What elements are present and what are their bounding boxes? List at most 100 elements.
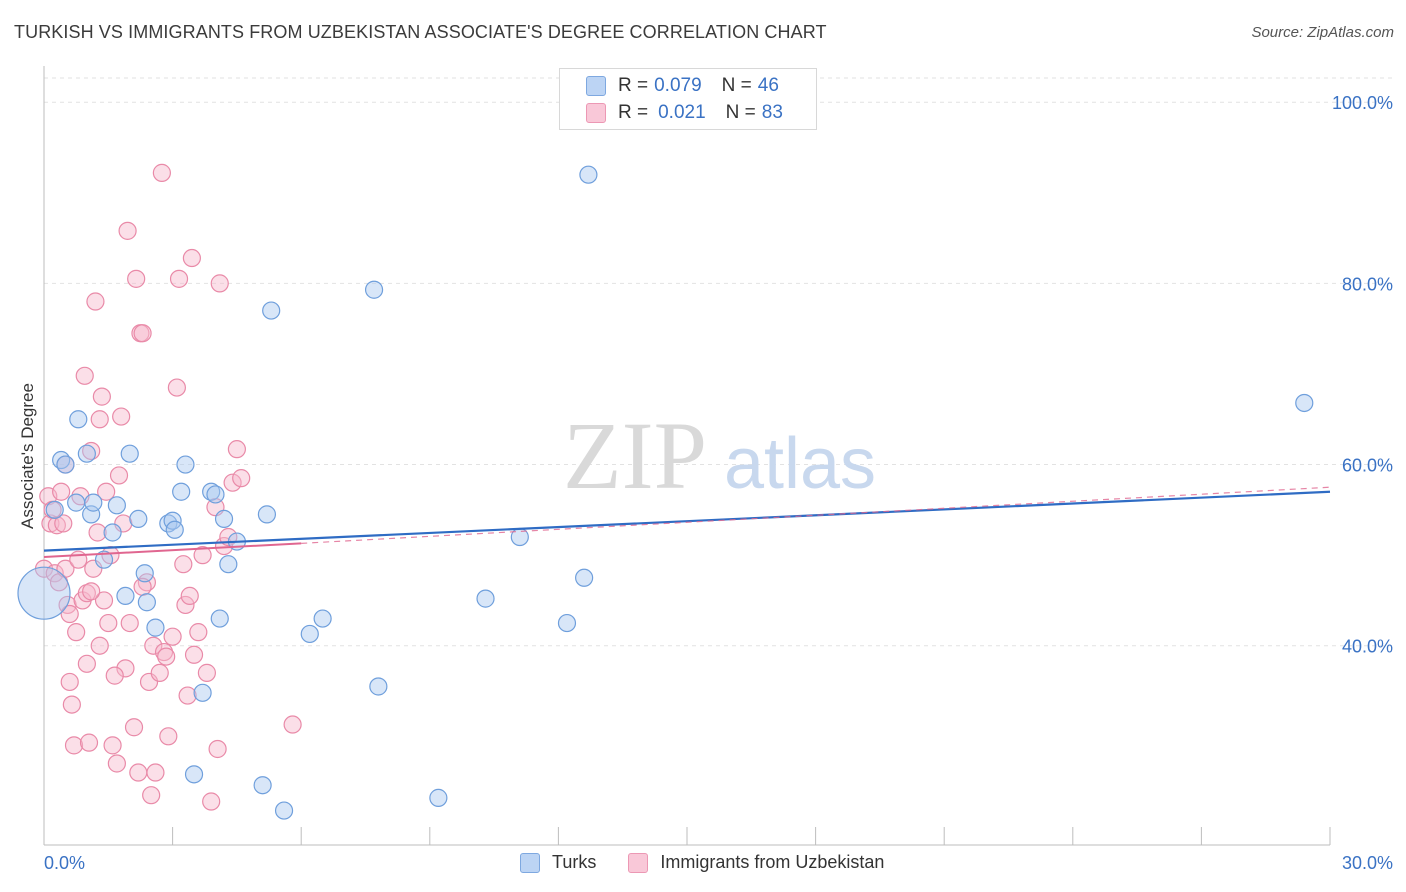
uzbekistan-point — [118, 221, 137, 240]
uzbekistan-point — [54, 514, 73, 533]
uzbekistan-point — [227, 440, 246, 459]
uzbekistan-point — [127, 269, 146, 288]
turks-point — [146, 618, 165, 637]
turks-point — [129, 509, 148, 529]
turks-point — [206, 485, 225, 504]
uzbekistan-point — [64, 736, 84, 755]
uzbekistan-point — [193, 546, 212, 565]
legend-row-turks: R = 0.079 N = 46 — [586, 73, 779, 99]
turks-point — [17, 566, 71, 620]
x-tick-label: 30.0% — [1342, 853, 1393, 873]
turks-point — [103, 523, 122, 542]
turks-point — [219, 555, 238, 574]
uzbekistan-point — [223, 473, 242, 492]
axes — [43, 66, 1331, 846]
turks-point — [120, 444, 139, 463]
uzbekistan-point — [124, 718, 144, 737]
watermark-atlas: atlas — [724, 424, 876, 504]
gridlines — [44, 77, 1394, 647]
uzbekistan-point — [47, 516, 66, 535]
turks-point — [579, 165, 598, 184]
uzbekistan-point — [86, 292, 105, 311]
uzbekistan-point — [67, 623, 86, 642]
turks-point — [274, 801, 294, 820]
y-tick-label: 100.0% — [1332, 93, 1393, 113]
turks-point — [82, 505, 101, 524]
turks-point — [165, 520, 184, 539]
uzbekistan-point — [82, 582, 101, 601]
swatch-turks — [520, 852, 540, 873]
uzbekistan-point — [52, 482, 71, 501]
correlation-legend: R = 0.079 N = 46 R = 0.021 N = 83 — [559, 68, 817, 130]
uzbekistan-point — [142, 786, 161, 805]
r-label: R = — [618, 75, 649, 96]
uzbekistan-point — [129, 763, 148, 782]
swatch-uzbekistan — [628, 852, 649, 873]
uzbekistan-point — [90, 410, 109, 429]
uzbekistan-point — [178, 686, 197, 705]
trend-line-dashed — [301, 486, 1331, 544]
turks-point — [253, 776, 272, 795]
legend-item-uzbekistan: Immigrants from Uzbekistan — [628, 852, 884, 873]
uzbekistan-point — [189, 623, 208, 642]
turks-point — [84, 493, 103, 512]
turks-point — [94, 550, 114, 569]
series-legend: Turks Immigrants from Uzbekistan — [520, 852, 916, 873]
uzbekistan-point — [133, 324, 152, 343]
uzbekistan-point — [92, 387, 111, 406]
turks-point — [184, 765, 204, 784]
turks-point — [69, 410, 88, 429]
x-tick-label: 0.0% — [44, 853, 85, 873]
r-value: 0.079 — [654, 75, 702, 96]
uzbekistan-point — [144, 636, 163, 655]
uzbekistan-point — [167, 378, 186, 397]
turks-point — [135, 564, 154, 583]
turks-point — [172, 482, 191, 501]
uzbekistan-point — [283, 715, 302, 734]
turks-point — [429, 788, 448, 807]
turks-point — [77, 444, 96, 463]
y-tick-label: 40.0% — [1342, 637, 1393, 657]
trend-line-uzbekistan — [43, 542, 302, 558]
swatch-turks — [586, 76, 606, 96]
n-label: N = — [721, 75, 752, 96]
uzbekistan-point — [107, 754, 126, 773]
turks-point — [369, 677, 388, 696]
turks-point — [575, 568, 594, 587]
uzbekistan-point — [152, 163, 171, 182]
tick-labels: 40.0% 60.0% 80.0% 100.0% 0.0% 30.0% — [44, 93, 1393, 873]
uzbekistan-point — [180, 586, 199, 606]
turks-point — [476, 589, 495, 608]
uzbekistan-point — [75, 366, 94, 385]
uzbekistan-point — [69, 550, 88, 569]
uzbekistan-point — [182, 248, 201, 268]
chart-title: TURKISH VS IMMIGRANTS FROM UZBEKISTAN AS… — [14, 22, 827, 42]
uzbekistan-point — [208, 739, 227, 759]
turks-point — [56, 455, 75, 474]
turks-point — [214, 509, 234, 529]
uzbekistan-point — [210, 274, 229, 293]
n-value: 46 — [757, 75, 779, 96]
source-note: Source: ZipAtlas.com — [1251, 24, 1394, 41]
r-label: R = — [618, 102, 649, 123]
turks-point — [107, 496, 126, 515]
legend-row-uzbekistan: R = 0.021 N = 83 — [586, 100, 783, 126]
uzbekistan-point — [105, 666, 124, 685]
uzbekistan-point — [94, 591, 114, 610]
y-tick-label: 60.0% — [1342, 456, 1393, 476]
turks-point — [116, 586, 135, 606]
turks-point — [313, 609, 332, 628]
uzbekistan-point — [88, 523, 107, 542]
r-value: 0.021 — [658, 102, 706, 123]
uzbekistan-point — [97, 482, 116, 501]
uzbekistan-point — [169, 269, 189, 288]
uzbekistan-point — [197, 663, 216, 682]
series-uzbekistan-points — [34, 163, 302, 811]
uzbekistan-point — [60, 672, 79, 692]
uzbekistan-point — [232, 469, 251, 488]
uzbekistan-point — [99, 613, 118, 633]
uzbekistan-point — [150, 663, 169, 682]
turks-point — [257, 505, 277, 524]
uzbekistan-point — [77, 654, 96, 673]
uzbekistan-point — [120, 613, 139, 633]
